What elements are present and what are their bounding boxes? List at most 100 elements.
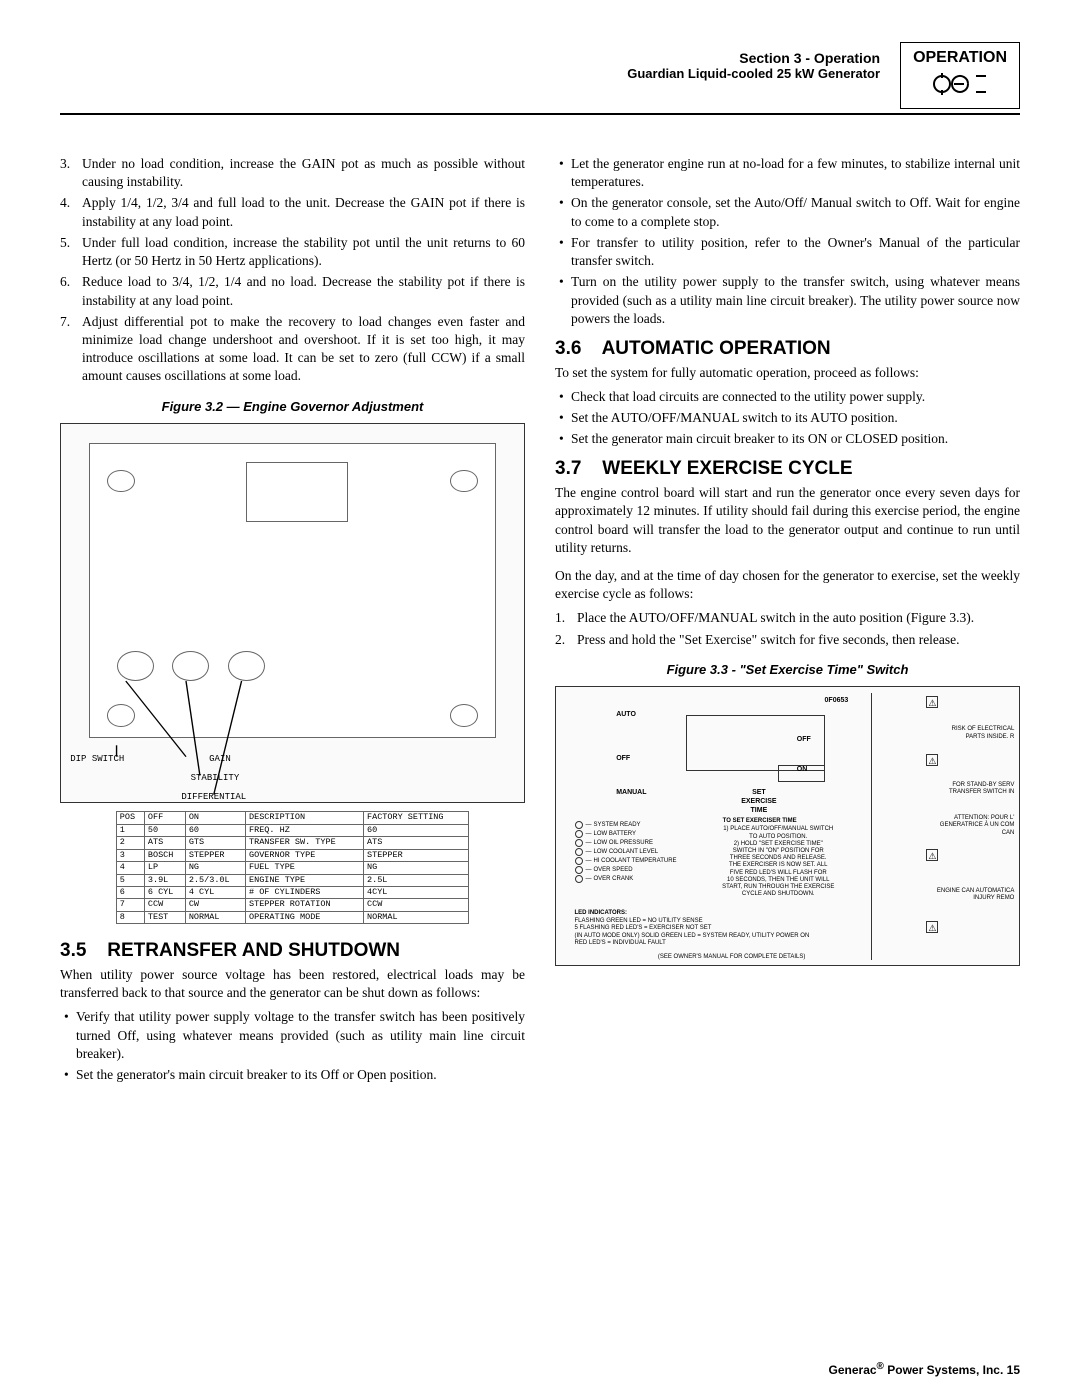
operation-box: OPERATION [900, 42, 1020, 109]
led-item: —OVER SPEED [575, 866, 677, 874]
figure-3-3-caption: Figure 3.3 - "Set Exercise Time" Switch [555, 661, 1020, 679]
warning-icon: ⚠ [926, 754, 938, 766]
list-text: Set the generator main circuit breaker t… [571, 430, 1020, 448]
bullet-icon: • [555, 409, 571, 427]
table-cell: 3.9L [144, 874, 185, 886]
list-item: •Set the generator's main circuit breake… [60, 1066, 525, 1084]
standby-text: FOR STAND-BY SERV TRANSFER SWITCH IN [889, 782, 1014, 796]
list-text: Let the generator engine run at no-load … [571, 155, 1020, 191]
led-label: SYSTEM READY [594, 821, 641, 829]
section-3-6-heading: 3.6 AUTOMATIC OPERATION [555, 336, 1020, 362]
list-item: 6.Reduce load to 3/4, 1/2, 1/4 and no lo… [60, 273, 525, 309]
attention-text: ATTENTION: POUR L' GENERATRICE À UN COM … [889, 815, 1014, 837]
table-cell: ATS [144, 837, 185, 849]
table-cell: CCW [144, 899, 185, 911]
panel-id: 0F0653 [825, 696, 849, 705]
table-cell: 3 [116, 849, 144, 861]
table-cell: 60 [364, 824, 469, 836]
bullet-icon: • [60, 1066, 76, 1084]
table-cell: 2.5/3.0L [185, 874, 245, 886]
list-text: Adjust differential pot to make the reco… [82, 313, 525, 386]
led-label: LOW BATTERY [594, 830, 636, 838]
list-item: •Turn on the utility power supply to the… [555, 273, 1020, 328]
led-circle-icon [575, 830, 583, 838]
sec-title: RETRANSFER AND SHUTDOWN [107, 940, 400, 961]
list-number: 6. [60, 273, 82, 309]
led-item: —LOW COOLANT LEVEL [575, 848, 677, 856]
table-row: 7CCWCWSTEPPER ROTATIONCCW [116, 899, 468, 911]
list-text: Set the AUTO/OFF/MANUAL switch to its AU… [571, 409, 1020, 427]
header-text: Section 3 - Operation Guardian Liquid-co… [627, 50, 880, 81]
led-circle-icon [575, 866, 583, 874]
section-3-7-heading: 3.7 WEEKLY EXERCISE CYCLE [555, 456, 1020, 482]
table-row: 53.9L2.5/3.0LENGINE TYPE2.5L [116, 874, 468, 886]
table-cell: STEPPER [364, 849, 469, 861]
sec-3-7-ol: 1.Place the AUTO/OFF/MANUAL switch in th… [555, 609, 1020, 648]
engine-text: ENGINE CAN AUTOMATICA INJURY REMO [889, 888, 1014, 902]
switch-panel-diagram: 0F0653 AUTO OFF MANUAL OFF ON SET EXERCI… [555, 686, 1020, 966]
footer-rest: Power Systems, Inc. 15 [884, 1363, 1020, 1377]
list-text: Check that load circuits are connected t… [571, 388, 1020, 406]
bullet-icon: • [555, 234, 571, 270]
bullet-icon: • [555, 155, 571, 191]
subtitle: Guardian Liquid-cooled 25 kW Generator [627, 66, 880, 81]
led-label: LOW COOLANT LEVEL [594, 848, 659, 856]
list-text: Press and hold the "Set Exercise" switch… [577, 631, 1020, 649]
list-text: Set the generator's main circuit breaker… [76, 1066, 525, 1084]
list-item: •On the generator console, set the Auto/… [555, 194, 1020, 230]
led-item: —OVER CRANK [575, 875, 677, 883]
led-item: —LOW OIL PRESSURE [575, 839, 677, 847]
operation-icons [913, 71, 1007, 102]
set-exercise-label: SET EXERCISE TIME [741, 788, 776, 816]
content: 3.Under no load condition, increase the … [60, 155, 1020, 1087]
pcb-diagram: DIP SWITCH GAIN STABILITY DIFFERENTIAL [60, 423, 525, 803]
table-cell: STEPPER [185, 849, 245, 861]
on-label: ON [797, 765, 808, 774]
sec-3-5-intro: When utility power source voltage has be… [60, 966, 525, 1002]
led-label: HI COOLANT TEMPERATURE [594, 857, 677, 865]
list-number: 4. [60, 194, 82, 230]
off2-label: OFF [797, 735, 811, 744]
sec-3-6-intro: To set the system for fully automatic op… [555, 364, 1020, 382]
right-column: •Let the generator engine run at no-load… [555, 155, 1020, 1087]
risk-text: RISK OF ELECTRICAL PARTS INSIDE. R [889, 726, 1014, 740]
section-label: Section 3 - Operation [627, 50, 880, 66]
table-cell: GOVERNOR TYPE [246, 849, 364, 861]
led-item: —SYSTEM READY [575, 821, 677, 829]
table-header: POS [116, 812, 144, 824]
led-circle-icon [575, 821, 583, 829]
list-item: •Verify that utility power supply voltag… [60, 1008, 525, 1063]
list-item: 5.Under full load condition, increase th… [60, 234, 525, 270]
led-circle-icon [575, 875, 583, 883]
page-footer: Generac® Power Systems, Inc. 15 [829, 1361, 1020, 1377]
sec-num: 3.5 [60, 938, 102, 964]
table-cell: NORMAL [185, 911, 245, 923]
table-row: 8TESTNORMALOPERATING MODENORMAL [116, 911, 468, 923]
table-cell: GTS [185, 837, 245, 849]
list-number: 2. [555, 631, 577, 649]
table-row: 2ATSGTSTRANSFER SW. TYPEATS [116, 837, 468, 849]
list-item: 7.Adjust differential pot to make the re… [60, 313, 525, 386]
table-cell: 2 [116, 837, 144, 849]
table-cell: CCW [364, 899, 469, 911]
operation-title: OPERATION [913, 49, 1007, 67]
table-cell: NORMAL [364, 911, 469, 923]
table-cell: OPERATING MODE [246, 911, 364, 923]
list-text: Under no load condition, increase the GA… [82, 155, 525, 191]
sec-3-7-p2: On the day, and at the time of day chose… [555, 567, 1020, 603]
list-item: 2.Press and hold the "Set Exercise" swit… [555, 631, 1020, 649]
list-item: 4.Apply 1/4, 1/2, 3/4 and full load to t… [60, 194, 525, 230]
list-item: •For transfer to utility position, refer… [555, 234, 1020, 270]
ordered-list-1: 3.Under no load condition, increase the … [60, 155, 525, 386]
table-cell: 8 [116, 911, 144, 923]
figure-3-2-caption: Figure 3.2 — Engine Governor Adjustment [60, 398, 525, 416]
table-cell: STEPPER ROTATION [246, 899, 364, 911]
table-cell: 60 [185, 824, 245, 836]
table-cell: 6 CYL [144, 886, 185, 898]
list-text: For transfer to utility position, refer … [571, 234, 1020, 270]
list-text: Apply 1/4, 1/2, 3/4 and full load to the… [82, 194, 525, 230]
sec-title: AUTOMATIC OPERATION [602, 338, 831, 359]
table-cell: CW [185, 899, 245, 911]
list-text: On the generator console, set the Auto/O… [571, 194, 1020, 230]
list-number: 1. [555, 609, 577, 627]
